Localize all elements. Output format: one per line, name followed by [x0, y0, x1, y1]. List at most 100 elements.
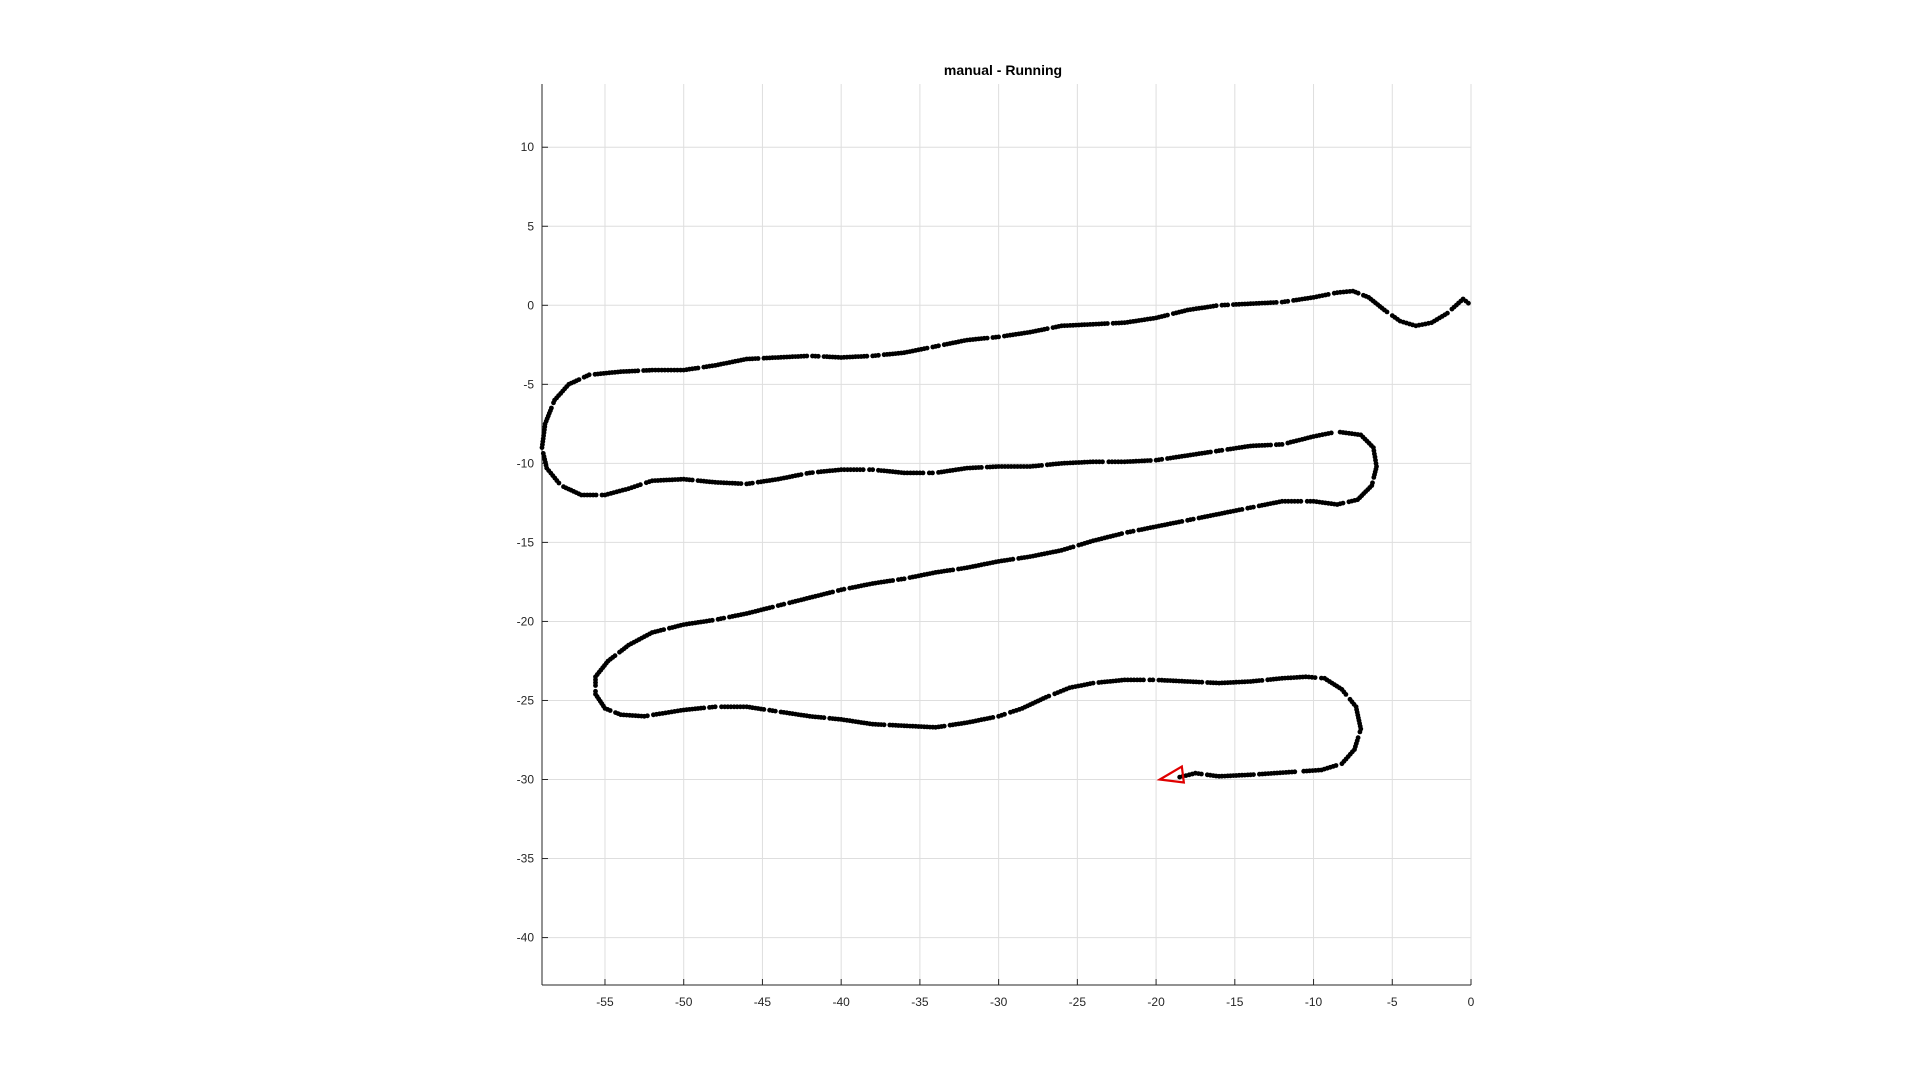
- track-point: [870, 467, 876, 473]
- track-point: [1449, 306, 1455, 312]
- track-point: [787, 600, 792, 606]
- track-point: [930, 344, 936, 350]
- y-tick-label: -25: [517, 693, 535, 707]
- track-point: [1331, 290, 1337, 296]
- track-point: [772, 708, 778, 714]
- track-point: [1389, 313, 1395, 318]
- x-tick-label: -15: [1226, 995, 1244, 1009]
- track-point: [1304, 498, 1310, 504]
- track-point: [715, 616, 721, 622]
- track-point: [990, 335, 996, 340]
- track-point: [617, 649, 622, 655]
- track-point: [1371, 475, 1377, 480]
- track-point: [979, 465, 984, 470]
- y-tick-label: -40: [517, 931, 535, 945]
- x-tick-label: -35: [911, 995, 929, 1009]
- track-point: [810, 470, 815, 475]
- track-point: [712, 704, 718, 710]
- track-point: [551, 400, 556, 406]
- heading-triangle: [1156, 764, 1186, 784]
- track-point: [1328, 430, 1334, 436]
- x-tick-labels: -55 -50 -45 -40 -35 -30 -25 -20 -15 -10 -5 0: [596, 995, 1474, 1009]
- y-tick-label: 5: [527, 219, 534, 233]
- track-point: [1301, 768, 1307, 774]
- track-point: [1110, 320, 1116, 326]
- track-point: [1257, 771, 1262, 777]
- x-tick-label: -30: [990, 995, 1008, 1009]
- track-point: [798, 472, 804, 477]
- track-point: [860, 467, 866, 473]
- track-point: [1050, 325, 1056, 330]
- track-point: [881, 722, 887, 728]
- track-point: [641, 368, 646, 373]
- track-point: [1196, 515, 1202, 521]
- track-point: [821, 715, 827, 721]
- track-point: [1141, 677, 1146, 683]
- robot-pose-marker: [1156, 764, 1186, 784]
- track-point: [847, 585, 853, 591]
- track-point: [1231, 302, 1236, 307]
- x-tick-label: -5: [1387, 995, 1398, 1009]
- y-tick-label: -10: [517, 456, 535, 470]
- track-point: [1339, 761, 1345, 767]
- track-point: [1268, 442, 1273, 448]
- track-point: [727, 614, 732, 620]
- track-point: [1148, 458, 1153, 463]
- track-point: [1204, 772, 1210, 778]
- track-point: [1208, 449, 1213, 455]
- track-point: [1245, 505, 1251, 511]
- track-point: [1159, 456, 1165, 462]
- track-point: [1046, 693, 1052, 699]
- track-point: [539, 445, 545, 450]
- track-point: [1090, 680, 1096, 686]
- track-point: [907, 575, 913, 580]
- track-point: [593, 492, 599, 498]
- track-point: [1219, 302, 1225, 308]
- track-point: [667, 625, 672, 631]
- track-point: [738, 481, 744, 486]
- track-point: [775, 603, 781, 608]
- track-point: [1170, 311, 1176, 316]
- track-point: [1357, 729, 1363, 735]
- track-point: [821, 354, 827, 359]
- track-point: [941, 723, 947, 729]
- track-point: [1136, 527, 1142, 533]
- track-point: [593, 683, 598, 688]
- track-point: [1343, 692, 1349, 697]
- x-tick-label: -10: [1305, 995, 1323, 1009]
- track-point: [1150, 677, 1156, 683]
- trajectory-track: [539, 288, 1471, 780]
- track-point: [761, 707, 767, 712]
- track-point: [1002, 711, 1007, 717]
- grid: [542, 84, 1472, 985]
- track-point: [1259, 678, 1265, 683]
- track-point: [1361, 292, 1366, 298]
- track-point: [881, 352, 887, 358]
- track-point: [645, 713, 650, 719]
- y-tick-label: 10: [521, 140, 535, 154]
- track-point: [1291, 298, 1296, 303]
- x-tick-label: -20: [1147, 995, 1165, 1009]
- y-tick-label: 0: [527, 298, 534, 312]
- track-point: [701, 705, 707, 711]
- y-tick-label: -5: [523, 377, 534, 391]
- track-point: [689, 477, 695, 483]
- track-point: [761, 355, 767, 361]
- track-point: [1312, 675, 1318, 680]
- track-point: [1177, 774, 1183, 780]
- y-tick-labels: 10 5 0 -5 -10 -15 -20 -25 -30 -35 -40: [517, 140, 535, 944]
- track-point: [1199, 679, 1205, 685]
- track-point: [920, 470, 926, 476]
- track-point: [1100, 459, 1105, 465]
- track-point: [1279, 299, 1285, 305]
- x-tick-label: -40: [832, 995, 850, 1009]
- track-point: [930, 470, 935, 476]
- chart-title: manual - Running: [944, 62, 1062, 78]
- track-point: [1125, 529, 1130, 535]
- x-tick-label: 0: [1468, 995, 1475, 1009]
- track-point: [896, 577, 901, 582]
- y-tick-label: -15: [517, 535, 535, 549]
- track-point: [1002, 333, 1007, 339]
- track-point: [750, 480, 755, 486]
